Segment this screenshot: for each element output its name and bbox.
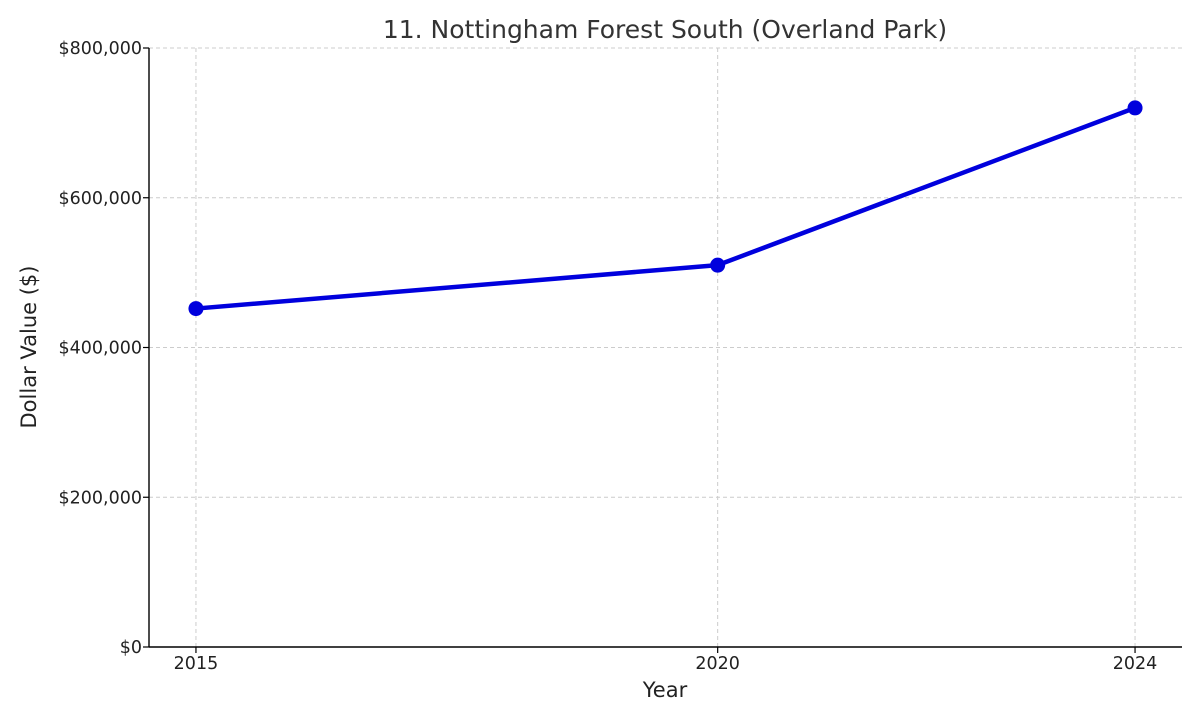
y-axis-label: Dollar Value ($) (17, 266, 41, 429)
x-axis-label: Year (642, 678, 688, 702)
grid (149, 47, 1182, 647)
data-point (1127, 100, 1143, 116)
data-point (188, 301, 204, 317)
y-tick-label: $0 (120, 638, 142, 658)
y-tick-label: $400,000 (58, 339, 142, 359)
tick-labels: $0 $200,000 $400,000 $600,000 $800,000 2015 20… (58, 39, 1157, 674)
y-tick-label: $200,000 (58, 488, 142, 508)
series-line (193, 105, 1138, 311)
series (188, 100, 1143, 317)
data-point (710, 257, 726, 273)
x-tick-label: 2024 (1113, 654, 1158, 674)
chart-title: 11. Nottingham Forest South (Overland Pa… (383, 15, 947, 44)
x-tick-label: 2020 (695, 654, 740, 674)
x-tick-label: 2015 (174, 654, 219, 674)
y-tick-label: $800,000 (58, 39, 142, 59)
y-tick-label: $600,000 (58, 189, 142, 209)
